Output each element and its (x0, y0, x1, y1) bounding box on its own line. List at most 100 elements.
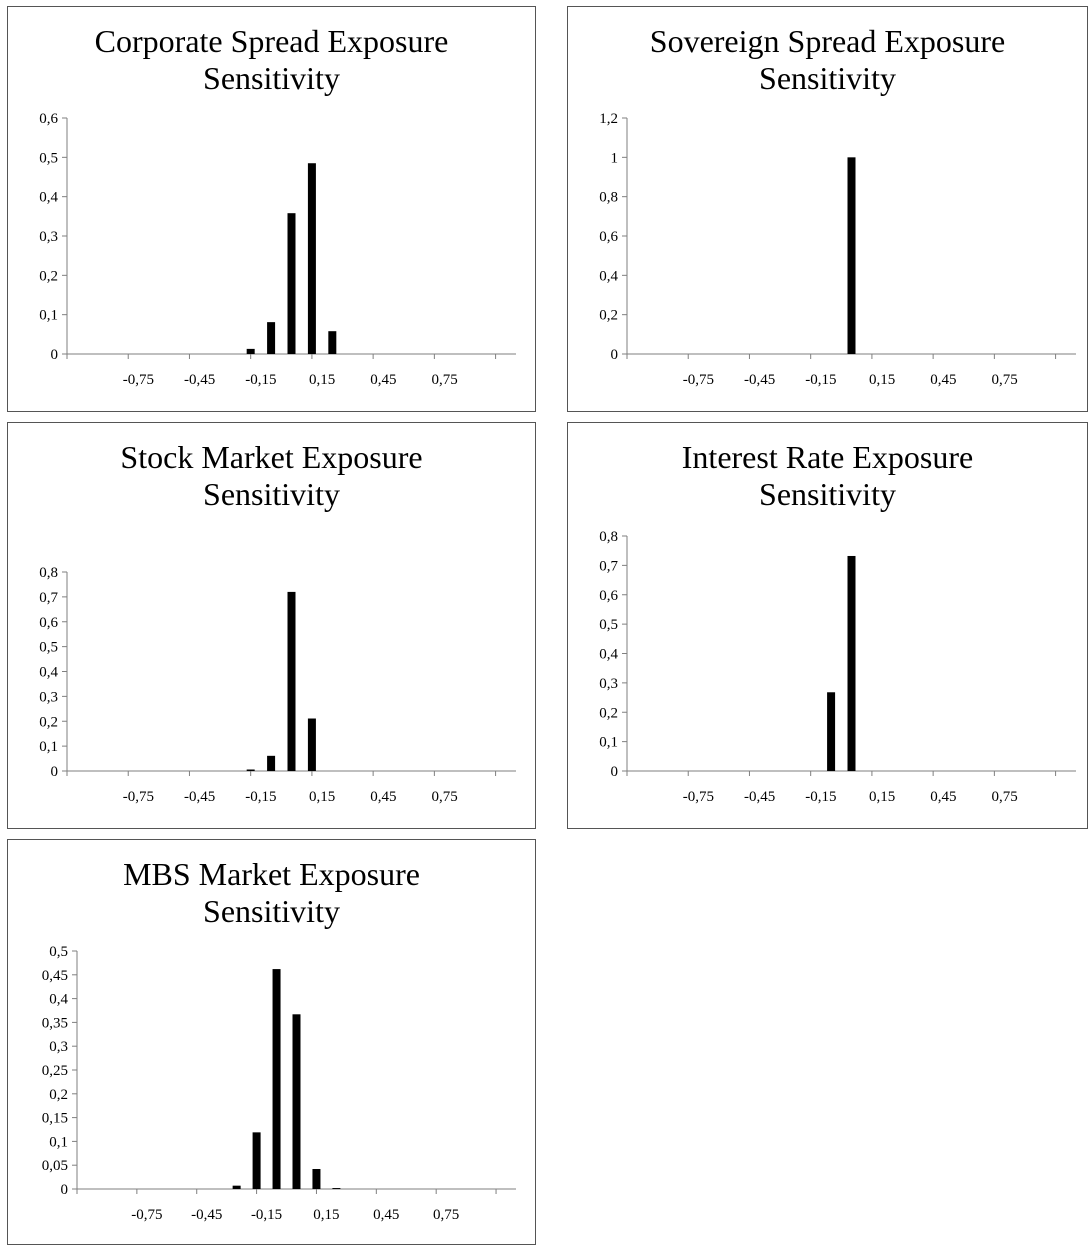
y-tick-label: 0,8 (599, 190, 618, 206)
chart-title-line-1: Corporate Spread Exposure (94, 23, 449, 59)
y-tick-label: 0,1 (39, 739, 58, 755)
y-tick-label: 0 (61, 1182, 69, 1198)
x-tick-label: -0,45 (184, 789, 215, 805)
x-tick-label: 0,45 (930, 789, 956, 805)
x-tick-label: -0,45 (744, 789, 775, 805)
y-tick-label: 0,5 (39, 640, 58, 656)
y-tick-label: 0,1 (39, 308, 58, 324)
y-tick-label: 0,7 (39, 590, 58, 606)
x-tick-label: -0,15 (245, 789, 276, 805)
chart-title-line-1: Stock Market Exposure (120, 439, 423, 475)
chart-title: MBS Market Exposure Sensitivity (8, 856, 535, 930)
chart-plot: 0 0,1 0,2 0,3 0,4 0,5 0,6 0,7 0,8 -0,75 -0,45 -0,15… (39, 565, 516, 805)
y-tick-label: 0,6 (39, 111, 58, 127)
y-tick-label: 0,1 (49, 1134, 68, 1150)
x-tick-label: 0,45 (370, 372, 396, 388)
y-tick-label: 0,1 (599, 735, 618, 751)
x-tick-label: 0,75 (991, 372, 1017, 388)
x-tick-label: -0,45 (191, 1207, 222, 1223)
y-tick-label: 0,5 (39, 150, 58, 166)
chart-title-line-1: Interest Rate Exposure (681, 439, 974, 475)
y-tick-label: 0,3 (49, 1039, 68, 1055)
y-tick-label: 0,3 (39, 229, 58, 245)
x-tick-label: -0,15 (805, 372, 836, 388)
chart-title: Corporate Spread Exposure Sensitivity (8, 23, 535, 97)
y-tick-label: 0,2 (599, 308, 618, 324)
bar (332, 1188, 341, 1189)
x-tick-label: 0,75 (431, 789, 457, 805)
chart-panel-corporate-spread: Corporate Spread Exposure Sensitivity 0 0… (7, 6, 536, 412)
chart-panel-interest-rate: Interest Rate Exposure Sensitivity 0 0,1 0… (567, 422, 1088, 829)
bar (847, 555, 856, 771)
y-tick-label: 0,4 (39, 665, 58, 681)
x-tick-label: 0,75 (991, 789, 1017, 805)
bar (267, 755, 276, 771)
chart-title: Sovereign Spread Exposure Sensitivity (568, 23, 1087, 97)
x-tick-label: -0,75 (683, 789, 714, 805)
bar (312, 1169, 321, 1189)
y-tick-label: 0,8 (39, 565, 58, 581)
y-tick-label: 0 (51, 347, 59, 363)
chart-plot: 0 0,1 0,2 0,3 0,4 0,5 0,6 0,7 0,8 -0,75 -0,45 -0,15… (599, 529, 1076, 805)
chart-title-line-1: MBS Market Exposure (123, 856, 420, 892)
chart-title-line-2: Sensitivity (759, 60, 896, 96)
y-tick-label: 0 (51, 764, 59, 780)
x-tick-label: 0,45 (930, 372, 956, 388)
chart-panel-stock-market: Stock Market Exposure Sensitivity 0 0,1 0,… (7, 422, 536, 829)
y-tick-label: 0,6 (599, 229, 618, 245)
chart-plot: 0 0,2 0,4 0,6 0,8 1 1,2 -0,75 -0,45 -0,15 0,15 0,45… (599, 111, 1076, 388)
y-tick-label: 0,8 (599, 529, 618, 545)
x-tick-label: 0,75 (431, 372, 457, 388)
y-tick-label: 0,45 (42, 968, 68, 984)
x-tick-label: -0,15 (805, 789, 836, 805)
y-tick-label: 1 (611, 150, 619, 166)
y-tick-label: 0,15 (42, 1111, 68, 1127)
y-tick-label: 0,2 (49, 1087, 68, 1103)
x-tick-label: 0,15 (313, 1207, 339, 1223)
x-tick-label: -0,75 (123, 372, 154, 388)
y-tick-label: 0,5 (599, 617, 618, 633)
chart-plot: 0 0,1 0,2 0,3 0,4 0,5 0,6 -0,75 -0,45 -0,15 0,15 0,… (39, 111, 516, 388)
chart-title: Interest Rate Exposure Sensitivity (568, 439, 1087, 513)
x-tick-label: 0,45 (373, 1207, 399, 1223)
x-tick-label: 0,15 (309, 372, 335, 388)
x-tick-label: -0,15 (245, 372, 276, 388)
bar (246, 769, 255, 771)
chart-title-line-2: Sensitivity (759, 476, 896, 512)
x-tick-label: 0,15 (869, 372, 895, 388)
x-tick-label: -0,45 (744, 372, 775, 388)
chart-title: Stock Market Exposure Sensitivity (8, 439, 535, 513)
bar (252, 1132, 261, 1189)
bar (267, 322, 276, 354)
y-tick-label: 0,4 (599, 647, 618, 663)
y-tick-label: 0,2 (39, 268, 58, 284)
bar (232, 1185, 241, 1189)
y-tick-label: 0,6 (599, 588, 618, 604)
y-tick-label: 0,25 (42, 1063, 68, 1079)
bar (307, 163, 316, 354)
bar (827, 692, 836, 771)
y-tick-label: 0,2 (39, 714, 58, 730)
bar (328, 331, 337, 354)
bar (847, 157, 856, 354)
y-tick-label: 0,3 (599, 676, 618, 692)
x-tick-label: 0,75 (433, 1207, 459, 1223)
y-tick-label: 0,5 (49, 944, 68, 960)
bar (246, 348, 255, 354)
y-tick-label: 0,4 (599, 268, 618, 284)
bar (292, 1014, 301, 1189)
x-tick-label: -0,15 (251, 1207, 282, 1223)
y-tick-label: 1,2 (599, 111, 618, 127)
y-tick-label: 0,7 (599, 558, 618, 574)
chart-panel-mbs-market: MBS Market Exposure Sensitivity 0 0,05 0,1… (7, 839, 536, 1245)
x-tick-label: 0,15 (309, 789, 335, 805)
bar (287, 591, 296, 771)
chart-plot: 0 0,05 0,1 0,15 0,2 0,25 0,3 0,35 0,4 0,45 0,5 -0,7… (42, 944, 516, 1223)
y-tick-label: 0,4 (49, 992, 68, 1008)
chart-title-line-2: Sensitivity (203, 60, 340, 96)
x-tick-label: -0,75 (131, 1207, 162, 1223)
y-tick-label: 0 (611, 347, 619, 363)
x-tick-label: -0,75 (683, 372, 714, 388)
x-tick-label: -0,45 (184, 372, 215, 388)
